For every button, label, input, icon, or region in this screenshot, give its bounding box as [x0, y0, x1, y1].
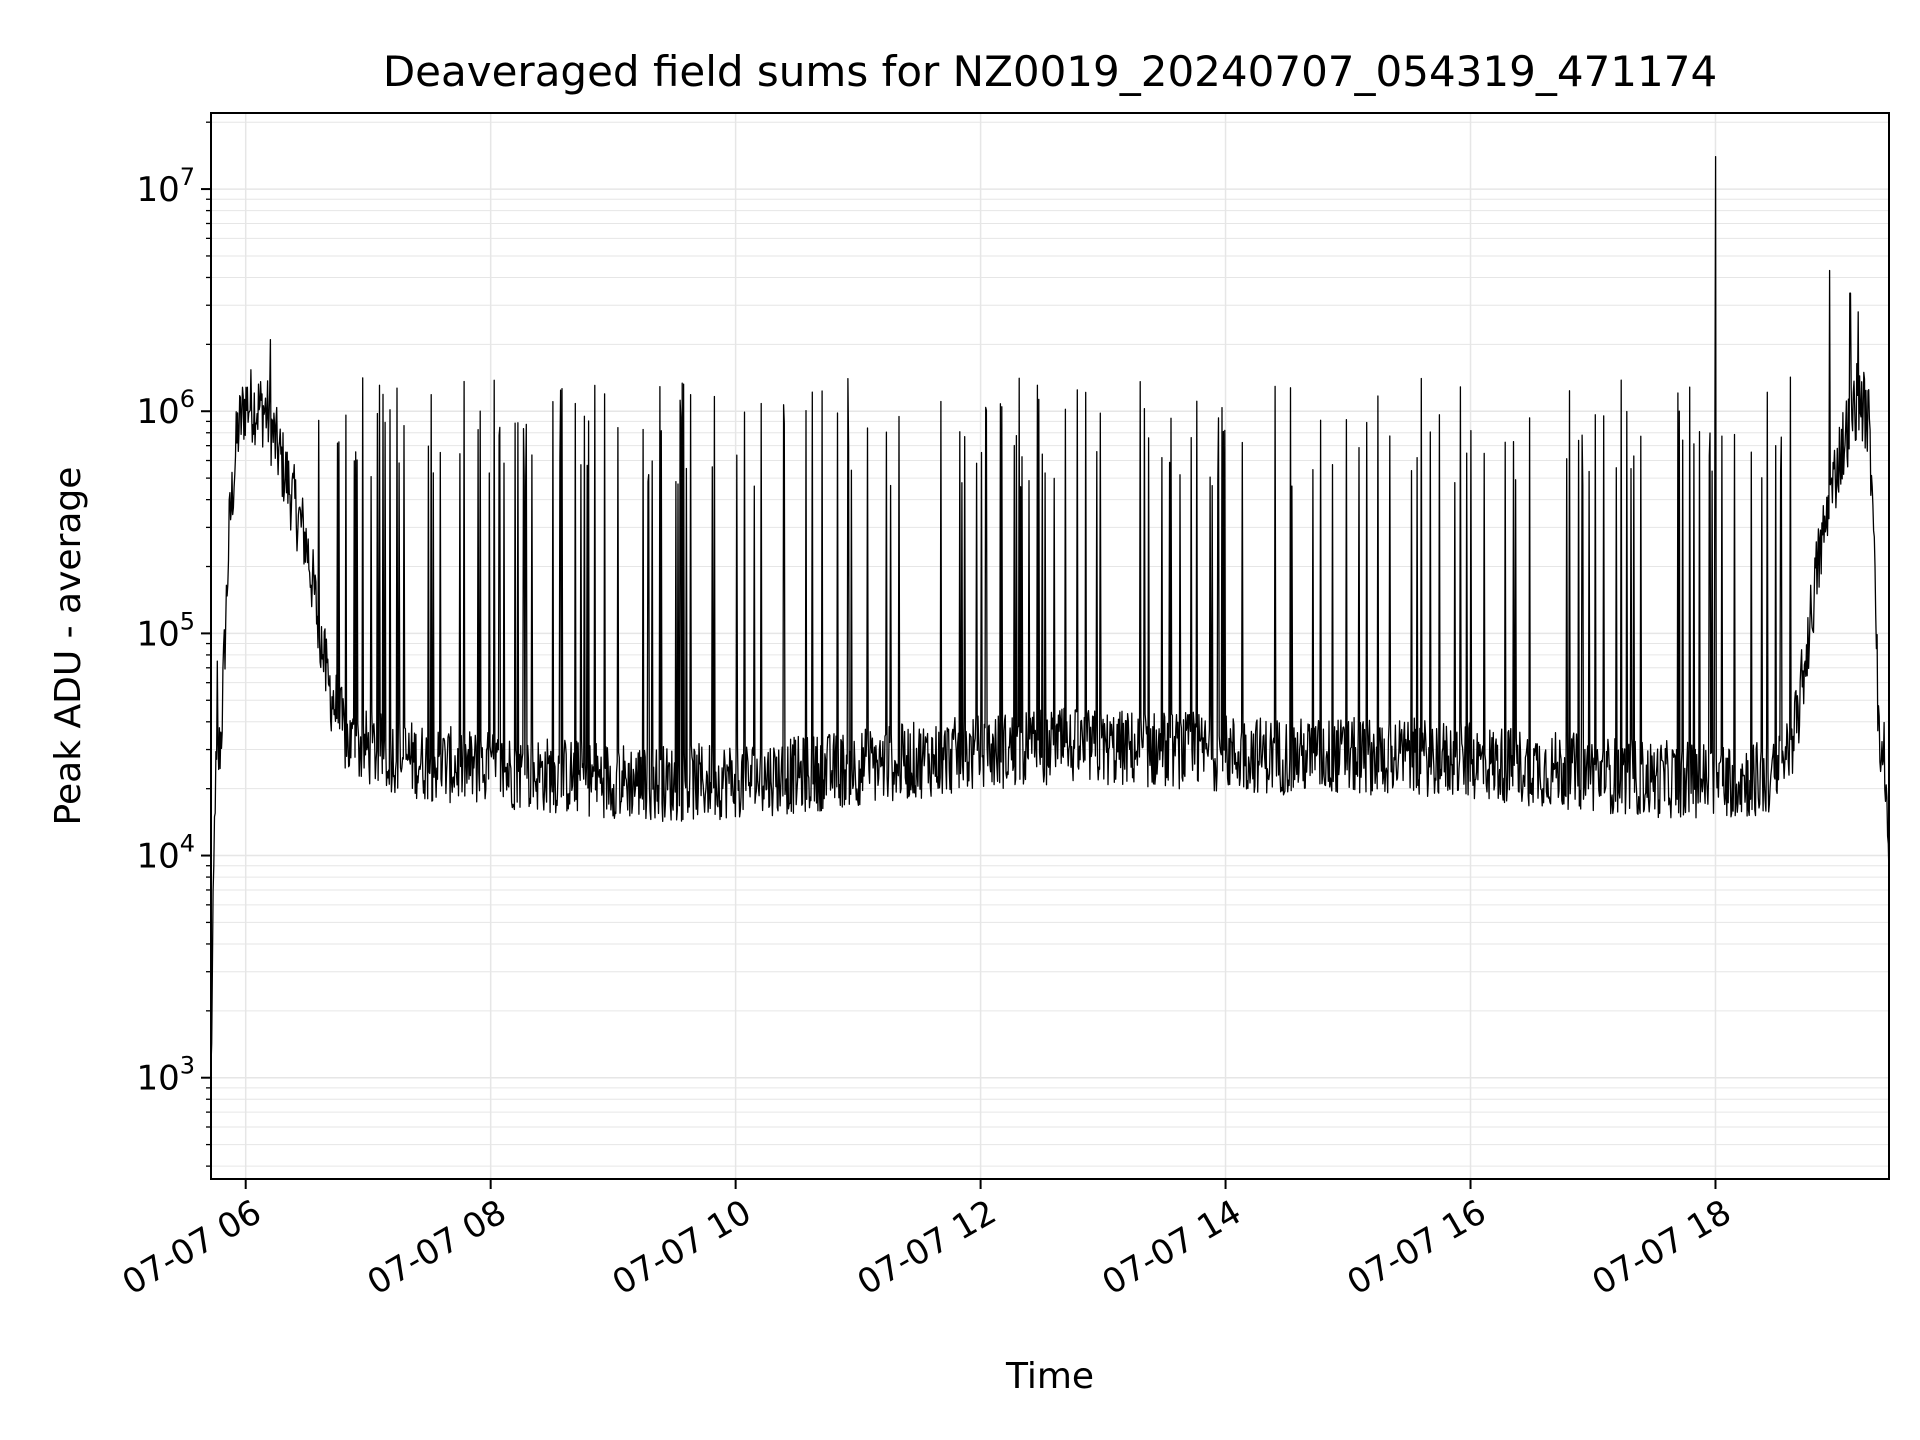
plot-area [210, 112, 1890, 1180]
y-tick-label: 105 [136, 607, 195, 654]
x-tick-label: 07-07 12 [851, 1192, 1003, 1303]
x-tick-label: 07-07 18 [1586, 1192, 1738, 1303]
y-tick-label: 104 [136, 830, 195, 877]
series-line [210, 155, 1890, 1066]
x-tick-label: 07-07 16 [1341, 1192, 1493, 1303]
x-tick-label: 07-07 10 [606, 1192, 758, 1303]
x-tick-label: 07-07 08 [361, 1192, 513, 1303]
x-tick-label: 07-07 06 [116, 1192, 268, 1303]
y-tick-label: 107 [136, 163, 195, 210]
x-axis: 07-07 06 07-07 08 07-07 10 07-07 12 07-07 14… [116, 1179, 1738, 1303]
y-tick-label: 106 [136, 385, 195, 432]
chart-title: Deaveraged field sums for NZ0019_2024070… [383, 47, 1717, 96]
y-axis-label: Peak ADU - average [48, 467, 89, 826]
grid [211, 113, 1889, 1179]
y-axis: 103 104 105 106 107 [136, 121, 211, 1167]
y-tick-label: 103 [136, 1052, 195, 1099]
x-axis-label: Time [1005, 1356, 1094, 1397]
series-layer [210, 155, 1890, 1066]
x-tick-label: 07-07 14 [1096, 1192, 1248, 1303]
